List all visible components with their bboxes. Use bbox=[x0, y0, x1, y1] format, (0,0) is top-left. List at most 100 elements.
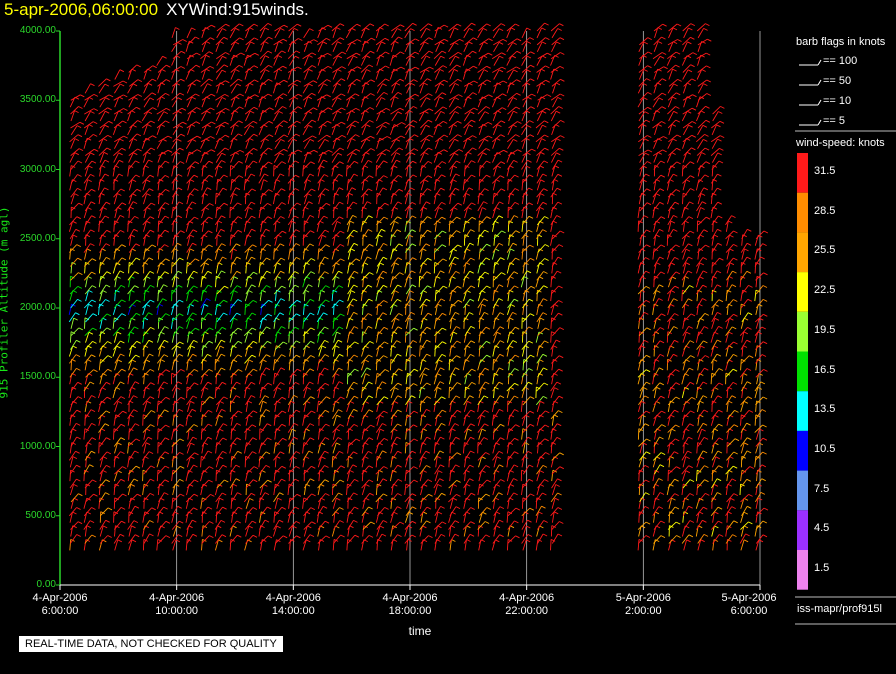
wind-barb-flag bbox=[457, 285, 462, 289]
wind-barb-flag bbox=[414, 134, 419, 138]
wind-barb bbox=[70, 125, 78, 136]
wind-barb-flag bbox=[399, 272, 404, 276]
wind-barb bbox=[274, 96, 280, 108]
wind-barb bbox=[98, 173, 106, 184]
wind-barb-flag bbox=[486, 79, 492, 83]
wind-barb bbox=[172, 110, 179, 122]
wind-barb bbox=[287, 506, 296, 517]
wind-barb bbox=[347, 409, 354, 420]
wind-barb bbox=[141, 120, 152, 129]
wind-barb-flag bbox=[91, 450, 96, 454]
wind-barb-flag bbox=[325, 299, 330, 303]
wind-barb bbox=[419, 298, 427, 309]
wind-barb-flag bbox=[529, 410, 535, 414]
wind-barb-flag bbox=[383, 242, 388, 246]
wind-barb-flag bbox=[528, 174, 534, 178]
wind-barb-flag bbox=[78, 327, 84, 331]
wind-barb bbox=[98, 327, 108, 337]
wind-barb-flag bbox=[441, 396, 446, 400]
wind-barb-flag bbox=[353, 284, 358, 288]
wind-barb bbox=[288, 497, 291, 509]
wind-barb bbox=[536, 107, 547, 115]
wind-barb-flag bbox=[177, 505, 182, 509]
wind-barb-flag bbox=[539, 165, 545, 169]
wind-barb bbox=[317, 174, 325, 184]
wind-barb bbox=[287, 483, 290, 496]
wind-barb bbox=[260, 423, 268, 433]
wind-barb-flag bbox=[281, 326, 286, 329]
wind-barb-flag bbox=[502, 38, 508, 42]
wind-barb bbox=[477, 452, 486, 461]
wind-barb-flag bbox=[391, 345, 396, 348]
wind-barb-flag bbox=[366, 69, 371, 72]
wind-barb bbox=[128, 299, 138, 309]
wind-barb-flag bbox=[485, 493, 491, 497]
wind-barb-flag bbox=[355, 258, 361, 262]
wind-barb-flag bbox=[276, 275, 282, 279]
wind-barb bbox=[493, 326, 501, 336]
wind-barb bbox=[113, 520, 122, 530]
wind-barb bbox=[200, 354, 208, 364]
wind-barb bbox=[362, 37, 372, 46]
wind-barb bbox=[113, 368, 123, 378]
wind-barb-flag bbox=[165, 424, 170, 428]
wind-barb bbox=[215, 206, 218, 219]
wind-barb-flag bbox=[102, 456, 108, 460]
wind-barb bbox=[390, 229, 398, 240]
wind-barb-flag bbox=[539, 470, 545, 474]
wind-barb-flag bbox=[515, 424, 520, 428]
wind-barb-flag bbox=[106, 396, 112, 400]
wind-barb-flag bbox=[541, 41, 547, 45]
wind-barb-flag bbox=[396, 436, 401, 440]
wind-barb-flag bbox=[210, 93, 216, 97]
wind-barb-flag bbox=[223, 174, 228, 178]
wind-barb-flag bbox=[340, 78, 346, 82]
wind-barb-flag bbox=[354, 534, 360, 538]
wind-barb-flag bbox=[456, 216, 461, 220]
wind-barb-flag bbox=[165, 313, 170, 317]
wind-barb-flag bbox=[236, 270, 242, 274]
wind-barb-flag bbox=[190, 165, 196, 169]
wind-barb bbox=[332, 201, 340, 212]
wind-barb-flag bbox=[393, 303, 398, 307]
wind-barb-flag bbox=[524, 386, 530, 390]
wind-barb bbox=[506, 271, 515, 281]
wind-barb bbox=[187, 188, 195, 198]
wind-barb-flag bbox=[529, 507, 535, 511]
wind-barb bbox=[201, 345, 204, 357]
wind-barb bbox=[70, 436, 78, 447]
wind-barb bbox=[418, 111, 425, 122]
wind-barb bbox=[390, 147, 400, 156]
wind-barb bbox=[506, 304, 512, 316]
wind-barb bbox=[434, 493, 442, 503]
wind-barb bbox=[158, 492, 165, 503]
wind-barb bbox=[317, 535, 327, 544]
wind-barb bbox=[156, 120, 166, 129]
wind-barb-flag bbox=[321, 345, 327, 349]
wind-barb-flag bbox=[529, 134, 535, 138]
wind-barb-flag bbox=[452, 165, 458, 169]
wind-barb bbox=[537, 410, 546, 420]
wind-barb-flag bbox=[486, 340, 491, 344]
wind-barb bbox=[187, 79, 197, 87]
wind-barb-flag bbox=[370, 521, 376, 525]
wind-barb bbox=[156, 124, 162, 136]
wind-barb-flag bbox=[382, 478, 388, 482]
wind-barb bbox=[463, 135, 473, 143]
wind-barb bbox=[405, 93, 416, 101]
wind-barb bbox=[347, 173, 355, 184]
wind-barb-flag bbox=[266, 506, 272, 510]
wind-barb bbox=[171, 270, 179, 281]
wind-barb bbox=[274, 497, 279, 509]
wind-barb bbox=[113, 147, 122, 156]
wind-barb-flag bbox=[340, 258, 345, 262]
wind-barb bbox=[69, 134, 79, 143]
wind-barb-flag bbox=[114, 455, 120, 459]
wind-barb-flag bbox=[267, 479, 272, 483]
wind-barb-flag bbox=[307, 193, 312, 197]
wind-barb-flag bbox=[332, 289, 338, 293]
wind-barb bbox=[361, 506, 369, 517]
wind-barb-flag bbox=[275, 303, 280, 307]
wind-barb-flag bbox=[498, 28, 504, 32]
wind-barb-flag bbox=[510, 82, 515, 86]
